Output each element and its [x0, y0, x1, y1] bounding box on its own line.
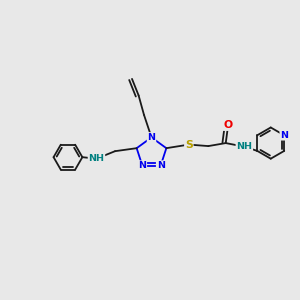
Text: N: N: [157, 161, 165, 170]
Text: NH: NH: [236, 142, 252, 151]
Text: NH: NH: [88, 154, 104, 163]
Text: N: N: [138, 161, 146, 170]
Text: O: O: [224, 120, 233, 130]
Text: N: N: [148, 133, 155, 142]
Text: N: N: [280, 131, 288, 140]
Text: S: S: [185, 140, 193, 150]
